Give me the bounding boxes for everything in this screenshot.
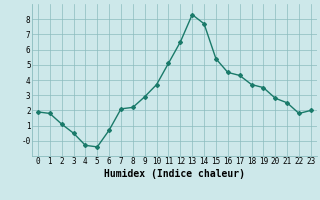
X-axis label: Humidex (Indice chaleur): Humidex (Indice chaleur) [104, 169, 245, 179]
